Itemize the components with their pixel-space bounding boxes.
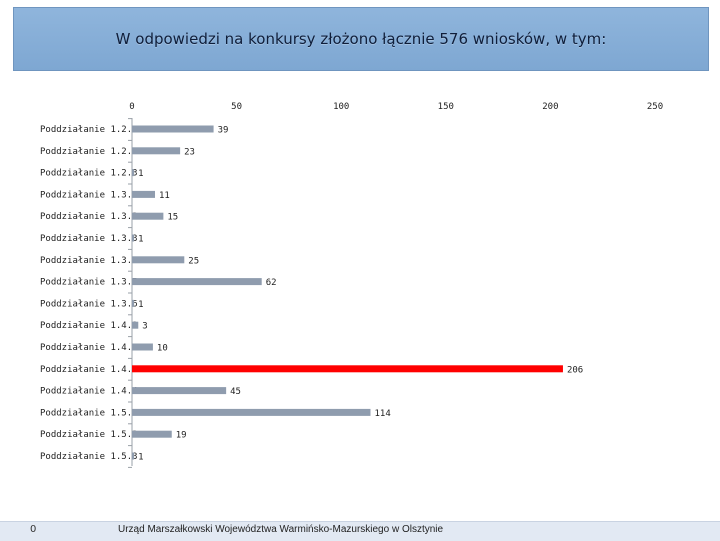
value-label: 10 (157, 344, 168, 354)
value-label: 1 (138, 453, 143, 463)
footer-bar (0, 521, 720, 541)
bar (132, 408, 371, 416)
value-label: 11 (159, 191, 170, 201)
value-label: 1 (138, 235, 143, 245)
category-label: Poddziałanie 1.3.5 (40, 278, 138, 288)
category-label: Poddziałanie 1.3.3 (40, 234, 138, 244)
category-label: Poddziałanie 1.4.1 (40, 321, 138, 331)
bar-chart: 0 50 100 150 200 250 Poddziałanie 1.2.1 39 Poddz… (40, 102, 663, 468)
value-label: 15 (167, 213, 178, 223)
x-tick-label: 200 (542, 102, 558, 112)
category-label: Poddziałanie 1.4.4 (40, 387, 138, 397)
value-label: 3 (142, 322, 147, 332)
category-label: Poddziałanie 1.5.2 (40, 430, 138, 440)
category-label: Poddziałanie 1.2.3 (40, 169, 138, 179)
chart-title: W odpowiedzi na konkursy złożono łącznie… (115, 30, 607, 48)
value-label: 114 (374, 409, 390, 419)
bar (132, 278, 262, 286)
bar (132, 343, 153, 351)
category-label: Poddziałanie 1.2.2 (40, 147, 138, 157)
title-banner: W odpowiedzi na konkursy złożono łącznie… (13, 7, 709, 71)
category-label: Poddziałanie 1.2.1 (40, 125, 138, 135)
value-label: 19 (176, 431, 187, 441)
bar (132, 256, 185, 264)
x-tick-label: 100 (333, 102, 349, 112)
bar (132, 125, 214, 133)
bar (132, 452, 135, 460)
category-label: Poddziałanie 1.5.1 (40, 408, 138, 418)
bar (132, 169, 135, 177)
value-label: 206 (567, 365, 583, 375)
bar (132, 212, 164, 220)
bar (132, 430, 172, 438)
x-tick-label: 50 (231, 102, 242, 112)
x-tick-label: 250 (647, 102, 663, 112)
x-tick-label: 150 (438, 102, 454, 112)
x-tick-label: 0 (129, 102, 134, 112)
bar (132, 190, 156, 198)
bar (132, 387, 227, 395)
category-label: Poddziałanie 1.3.1 (40, 190, 138, 200)
value-label: 1 (138, 169, 143, 179)
value-label: 45 (230, 387, 241, 397)
value-label: 23 (184, 147, 195, 157)
category-label: Poddziałanie 1.3.6 (40, 299, 138, 309)
category-label: Poddziałanie 1.3.4 (40, 256, 138, 266)
category-label: Poddziałanie 1.4.3 (40, 365, 138, 375)
value-label: 39 (218, 126, 229, 136)
category-label: Poddziałanie 1.3.2 (40, 212, 138, 222)
bar (132, 234, 135, 242)
category-label: Poddziałanie 1.5.3 (40, 452, 138, 462)
value-label: 25 (188, 256, 199, 266)
value-label: 1 (138, 300, 143, 310)
bar (132, 321, 139, 329)
bar (132, 299, 135, 307)
category-label: Poddziałanie 1.4.2 (40, 343, 138, 353)
value-label: 62 (266, 278, 277, 288)
footer-organization: Urząd Marszałkowski Województwa Warmińsk… (118, 524, 444, 535)
bar (132, 147, 181, 155)
bar-highlighted (132, 365, 563, 373)
footer-page-number: 0 (30, 524, 37, 535)
